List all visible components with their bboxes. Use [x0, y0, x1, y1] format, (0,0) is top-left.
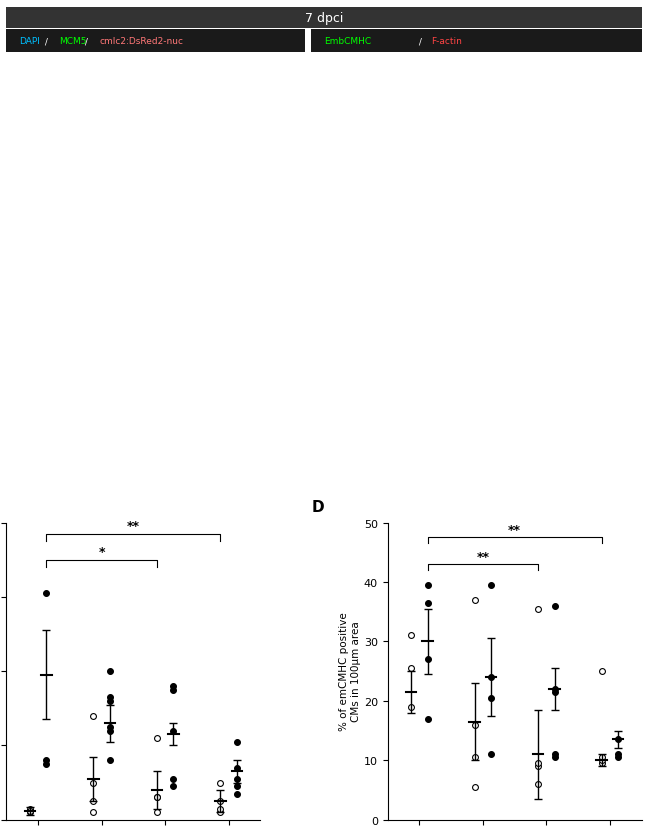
- Text: /: /: [416, 37, 425, 46]
- Text: **: **: [476, 551, 489, 563]
- Text: 6 Cl: 6 Cl: [0, 389, 4, 410]
- FancyBboxPatch shape: [6, 31, 305, 53]
- Text: B: B: [316, 56, 327, 70]
- Text: cmlc2:DsRed2-nuc: cmlc2:DsRed2-nuc: [99, 37, 183, 46]
- Text: 1 Cl: 1 Cl: [0, 82, 4, 103]
- Text: 2 Cl: 2 Cl: [0, 185, 4, 206]
- Text: F-actin: F-actin: [431, 37, 461, 46]
- Y-axis label: % of emCMHC positive
CMs in 100μm area: % of emCMHC positive CMs in 100μm area: [340, 612, 361, 730]
- Text: DAPI: DAPI: [19, 37, 40, 46]
- Text: **: **: [127, 519, 140, 532]
- FancyBboxPatch shape: [311, 31, 642, 53]
- Text: **: **: [508, 523, 521, 537]
- Text: 3 Cl: 3 Cl: [0, 286, 4, 307]
- Text: A: A: [16, 56, 27, 70]
- Text: /: /: [82, 37, 91, 46]
- Text: MCM5: MCM5: [59, 37, 87, 46]
- Text: EmbCMHC: EmbCMHC: [324, 37, 371, 46]
- FancyBboxPatch shape: [6, 8, 642, 29]
- Text: /: /: [42, 37, 51, 46]
- Text: *: *: [98, 546, 105, 559]
- Text: D: D: [311, 499, 324, 514]
- Text: 7 dpci: 7 dpci: [305, 12, 343, 25]
